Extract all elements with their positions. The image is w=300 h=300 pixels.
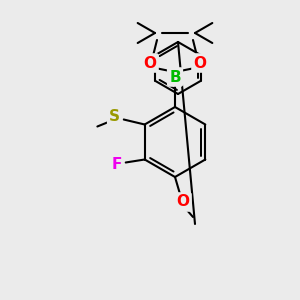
Text: O: O — [143, 56, 157, 70]
Text: O: O — [194, 56, 206, 70]
Text: O: O — [176, 194, 190, 209]
Text: F: F — [112, 157, 122, 172]
Text: S: S — [109, 109, 120, 124]
Text: B: B — [169, 70, 181, 85]
